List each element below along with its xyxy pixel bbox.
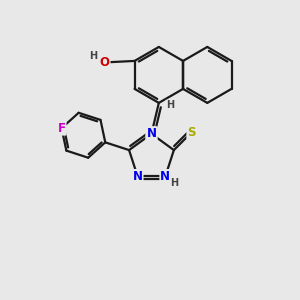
Text: N: N xyxy=(146,127,157,140)
Text: F: F xyxy=(58,122,66,135)
Text: H: H xyxy=(89,51,97,61)
Text: H: H xyxy=(170,178,178,188)
Text: N: N xyxy=(133,170,142,183)
Text: N: N xyxy=(146,127,157,140)
Text: N: N xyxy=(160,170,170,183)
Text: O: O xyxy=(100,56,110,69)
Text: H: H xyxy=(166,100,174,110)
Text: S: S xyxy=(187,126,196,139)
